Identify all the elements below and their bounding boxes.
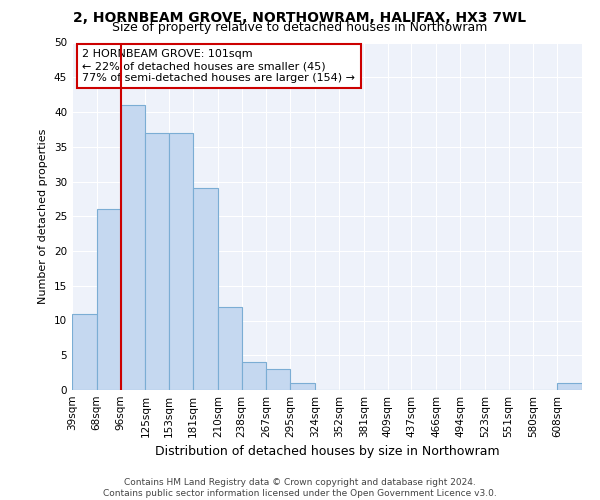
Text: 2, HORNBEAM GROVE, NORTHOWRAM, HALIFAX, HX3 7WL: 2, HORNBEAM GROVE, NORTHOWRAM, HALIFAX, …: [73, 11, 527, 25]
Bar: [121, 105, 145, 390]
Bar: [242, 362, 266, 390]
Bar: [97, 210, 121, 390]
Bar: [145, 133, 169, 390]
X-axis label: Distribution of detached houses by size in Northowram: Distribution of detached houses by size …: [155, 446, 499, 458]
Bar: [72, 314, 97, 390]
Bar: [193, 188, 218, 390]
Bar: [557, 383, 582, 390]
Text: Size of property relative to detached houses in Northowram: Size of property relative to detached ho…: [112, 21, 488, 34]
Bar: [266, 369, 290, 390]
Bar: [169, 133, 193, 390]
Text: Contains HM Land Registry data © Crown copyright and database right 2024.
Contai: Contains HM Land Registry data © Crown c…: [103, 478, 497, 498]
Bar: [290, 383, 315, 390]
Text: 2 HORNBEAM GROVE: 101sqm
← 22% of detached houses are smaller (45)
77% of semi-d: 2 HORNBEAM GROVE: 101sqm ← 22% of detach…: [82, 50, 355, 82]
Y-axis label: Number of detached properties: Number of detached properties: [38, 128, 49, 304]
Bar: [218, 306, 242, 390]
